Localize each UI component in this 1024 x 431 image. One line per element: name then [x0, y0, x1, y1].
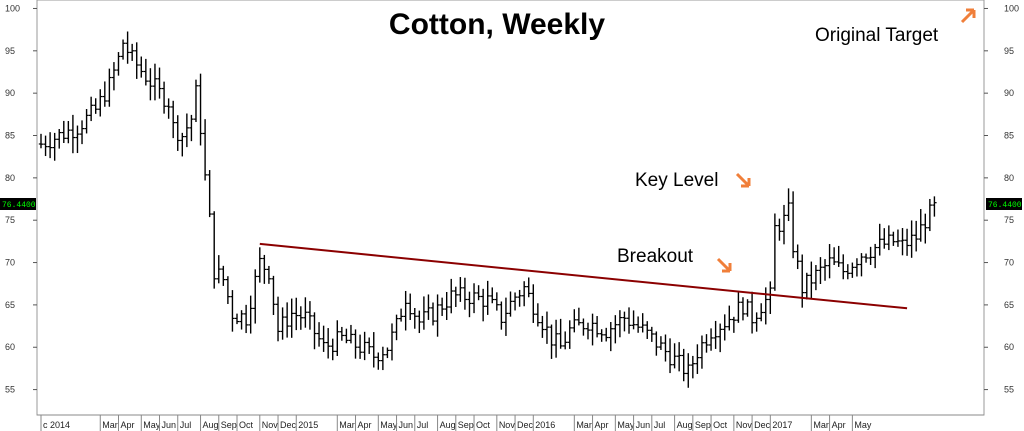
- price-label-right: 76.4400: [986, 198, 1022, 210]
- trendline: [259, 242, 908, 310]
- right-tick-label: 90: [1004, 88, 1014, 98]
- left-tick-label: 90: [5, 88, 15, 98]
- price-box-left: [0, 198, 36, 210]
- annotation-breakout: Breakout: [617, 246, 732, 273]
- right-tick-label: 100: [1004, 3, 1019, 13]
- right-tick-label: 55: [1004, 385, 1014, 395]
- x-tick-label: Apr: [358, 420, 372, 430]
- left-tick-label: 65: [5, 300, 15, 310]
- price-box-right: [986, 198, 1022, 210]
- x-tick-label: Mar: [813, 420, 829, 430]
- x-axis: c 2014 Mar Apr May Jun Jul Aug Sep Oct Nov Dec 2015…: [37, 414, 984, 431]
- x-tick-label: Apr: [832, 420, 846, 430]
- right-tick-label: 95: [1004, 46, 1014, 56]
- x-tick-label: Sep: [221, 420, 237, 430]
- right-tick-label: 85: [1004, 131, 1014, 141]
- x-tick-label: c 2014: [43, 420, 70, 430]
- x-tick-label: Oct: [713, 420, 728, 430]
- arrow-target-icon: [960, 8, 976, 24]
- x-tick-label: Mar: [576, 420, 592, 430]
- x-tick-label: Dec: [517, 420, 534, 430]
- x-tick-label: Dec: [754, 420, 771, 430]
- left-tick-label: 60: [5, 342, 15, 352]
- right-tick-label: 70: [1004, 258, 1014, 268]
- left-tick-label: 100: [5, 3, 20, 13]
- price-bars: [38, 31, 937, 388]
- x-tick-label: 2016: [535, 420, 555, 430]
- arrow-breakout-icon: [716, 257, 732, 273]
- x-tick-label: Jul: [417, 420, 429, 430]
- x-tick-label: Mar: [339, 420, 355, 430]
- x-tick-label: May: [143, 420, 161, 430]
- x-tick-label: Nov: [262, 420, 279, 430]
- x-tick-label: Aug: [203, 420, 219, 430]
- x-tick-label: Sep: [695, 420, 711, 430]
- x-tick-label: Jun: [399, 420, 414, 430]
- annotation-original-target-label: Original Target: [815, 25, 939, 46]
- annotation-original-target: Original Target: [815, 8, 976, 46]
- x-tick-label: Dec: [280, 420, 297, 430]
- x-tick-label: Jun: [162, 420, 177, 430]
- right-y-axis: 55 60 65 70 75 80 85 90 95 100: [984, 3, 1019, 395]
- annotation-key-level-label: Key Level: [635, 170, 718, 191]
- left-tick-label: 80: [5, 173, 15, 183]
- x-tick-label: Oct: [239, 420, 254, 430]
- x-tick-label: May: [380, 420, 398, 430]
- x-tick-label: Aug: [440, 420, 456, 430]
- arrow-key-level-icon: [735, 172, 751, 188]
- x-tick-label: May: [854, 420, 872, 430]
- annotation-key-level: Key Level: [635, 170, 751, 191]
- x-tick-label: 2015: [298, 420, 318, 430]
- x-tick-label: May: [617, 420, 635, 430]
- x-tick-label: Jul: [180, 420, 192, 430]
- x-tick-label: Apr: [120, 420, 134, 430]
- chart-title: Cotton, Weekly: [389, 8, 605, 41]
- left-tick-label: 95: [5, 46, 15, 56]
- x-tick-label: Mar: [102, 420, 118, 430]
- price-text-right: 76.4400: [988, 201, 1022, 210]
- x-tick-label: Apr: [595, 420, 609, 430]
- left-tick-label: 75: [5, 215, 15, 225]
- left-tick-label: 70: [5, 258, 15, 268]
- plot-area: [36, 0, 985, 416]
- right-tick-label: 75: [1004, 215, 1014, 225]
- left-tick-label: 55: [5, 385, 15, 395]
- right-tick-label: 65: [1004, 300, 1014, 310]
- right-tick-label: 80: [1004, 173, 1014, 183]
- x-tick-label: Aug: [677, 420, 693, 430]
- annotation-breakout-label: Breakout: [617, 246, 694, 267]
- x-tick-label: Nov: [499, 420, 516, 430]
- price-text-left: 76.4400: [2, 201, 36, 210]
- x-tick-label: Oct: [476, 420, 491, 430]
- price-label-left: 76.4400: [0, 198, 36, 210]
- x-tick-label: Jun: [636, 420, 651, 430]
- right-tick-label: 60: [1004, 342, 1014, 352]
- left-tick-label: 85: [5, 131, 15, 141]
- x-tick-label: Jul: [654, 420, 666, 430]
- left-y-axis: 55 60 65 70 75 80 85 90 95 100: [5, 3, 37, 395]
- x-tick-label: 2017: [772, 420, 792, 430]
- x-tick-label: Sep: [458, 420, 474, 430]
- x-tick-label: Nov: [736, 420, 753, 430]
